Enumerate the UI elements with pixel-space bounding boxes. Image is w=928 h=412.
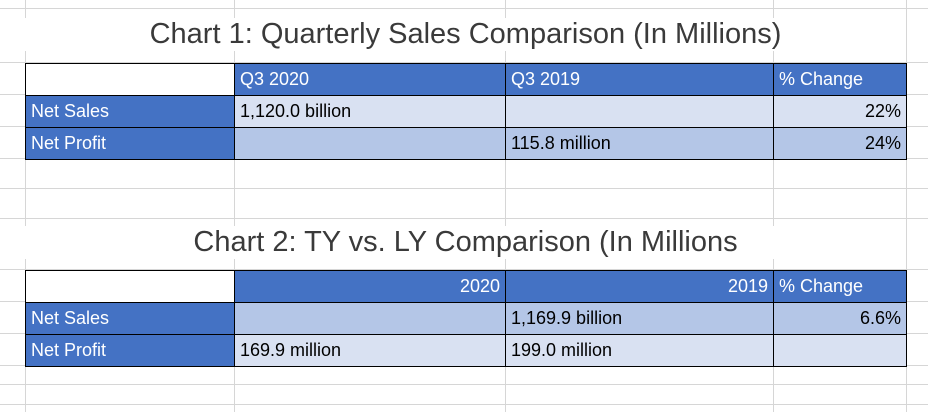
header-cell: % Change bbox=[773, 63, 907, 96]
table-title: Chart 2: TY vs. LY Comparison (In Millio… bbox=[25, 226, 906, 259]
header-cell bbox=[25, 63, 235, 96]
table-cell: Net Profit bbox=[25, 127, 235, 160]
table-cell bbox=[234, 127, 506, 160]
grid-line bbox=[234, 0, 235, 412]
grid-line bbox=[25, 0, 26, 412]
table-cell: 1,169.9 billion bbox=[505, 302, 774, 335]
table-cell: Net Sales bbox=[25, 95, 235, 128]
grid-line bbox=[505, 0, 506, 412]
header-cell bbox=[25, 270, 235, 303]
header-cell: Q3 2020 bbox=[234, 63, 506, 96]
grid-line bbox=[0, 269, 928, 270]
table-cell bbox=[234, 302, 506, 335]
header-cell: % Change bbox=[773, 270, 907, 303]
grid-line bbox=[0, 384, 928, 385]
grid-line bbox=[906, 0, 907, 412]
header-cell: 2020 bbox=[234, 270, 506, 303]
grid-line bbox=[0, 62, 928, 63]
table-cell bbox=[505, 95, 774, 128]
grid-line bbox=[0, 188, 928, 189]
table-cell: 24% bbox=[773, 127, 907, 160]
table-cell: 22% bbox=[773, 95, 907, 128]
table-cell: 169.9 million bbox=[234, 334, 506, 367]
table-cell: Net Profit bbox=[25, 334, 235, 367]
table-cell: 199.0 million bbox=[505, 334, 774, 367]
table-cell bbox=[773, 334, 907, 367]
header-cell: Q3 2019 bbox=[505, 63, 774, 96]
grid-line bbox=[773, 0, 774, 412]
table-title: Chart 1: Quarterly Sales Comparison (In … bbox=[25, 18, 906, 51]
grid-line bbox=[0, 8, 928, 9]
table-cell: Net Sales bbox=[25, 302, 235, 335]
header-cell: 2019 bbox=[505, 270, 774, 303]
table-cell: 115.8 million bbox=[505, 127, 774, 160]
table-cell: 1,120.0 billion bbox=[234, 95, 506, 128]
grid-line bbox=[0, 404, 928, 405]
grid-line bbox=[0, 218, 928, 219]
table-cell: 6.6% bbox=[773, 302, 907, 335]
